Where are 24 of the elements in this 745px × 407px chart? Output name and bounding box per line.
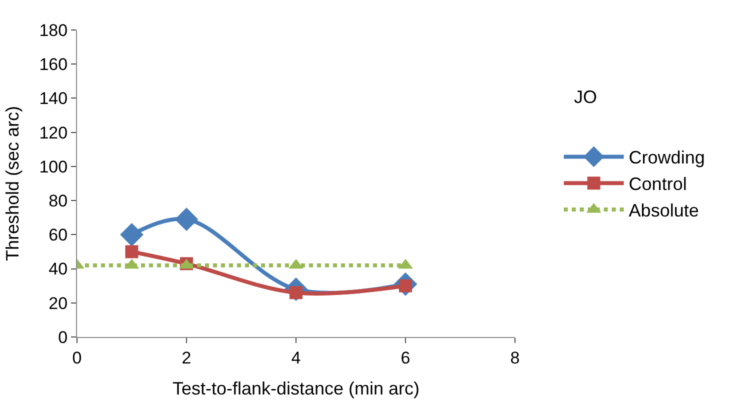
- x-tick-label: 8: [510, 348, 520, 368]
- y-tick-label: 160: [39, 55, 68, 74]
- point: [120, 222, 144, 246]
- point: [174, 208, 198, 232]
- point: [125, 245, 138, 258]
- y-tick-label: 100: [39, 157, 68, 176]
- y-tick-label: 120: [39, 123, 68, 142]
- text: JO: [574, 87, 598, 107]
- legend-label: Absolute: [628, 200, 699, 221]
- legend-label: Control: [628, 174, 687, 194]
- y-tick-label: 40: [48, 260, 68, 279]
- y-tick-label: 0: [58, 328, 68, 347]
- x-axis-title: Test-to-flank-distance (min arc): [172, 378, 420, 398]
- y-tick-label: 20: [48, 294, 68, 313]
- y-tick-label: 180: [39, 20, 68, 40]
- x-tick-label: 2: [182, 348, 192, 368]
- legend-label: Crowding: [628, 148, 705, 168]
- y-tick-label: 80: [48, 192, 68, 211]
- y-tick-label: 60: [48, 226, 68, 245]
- y-tick-label: 140: [39, 89, 68, 108]
- x-tick-label: 4: [291, 348, 301, 368]
- y-axis-title: Threshold (sec arc): [2, 106, 22, 262]
- x-tick-label: 0: [72, 348, 82, 368]
- x-tick-label: 6: [400, 348, 410, 368]
